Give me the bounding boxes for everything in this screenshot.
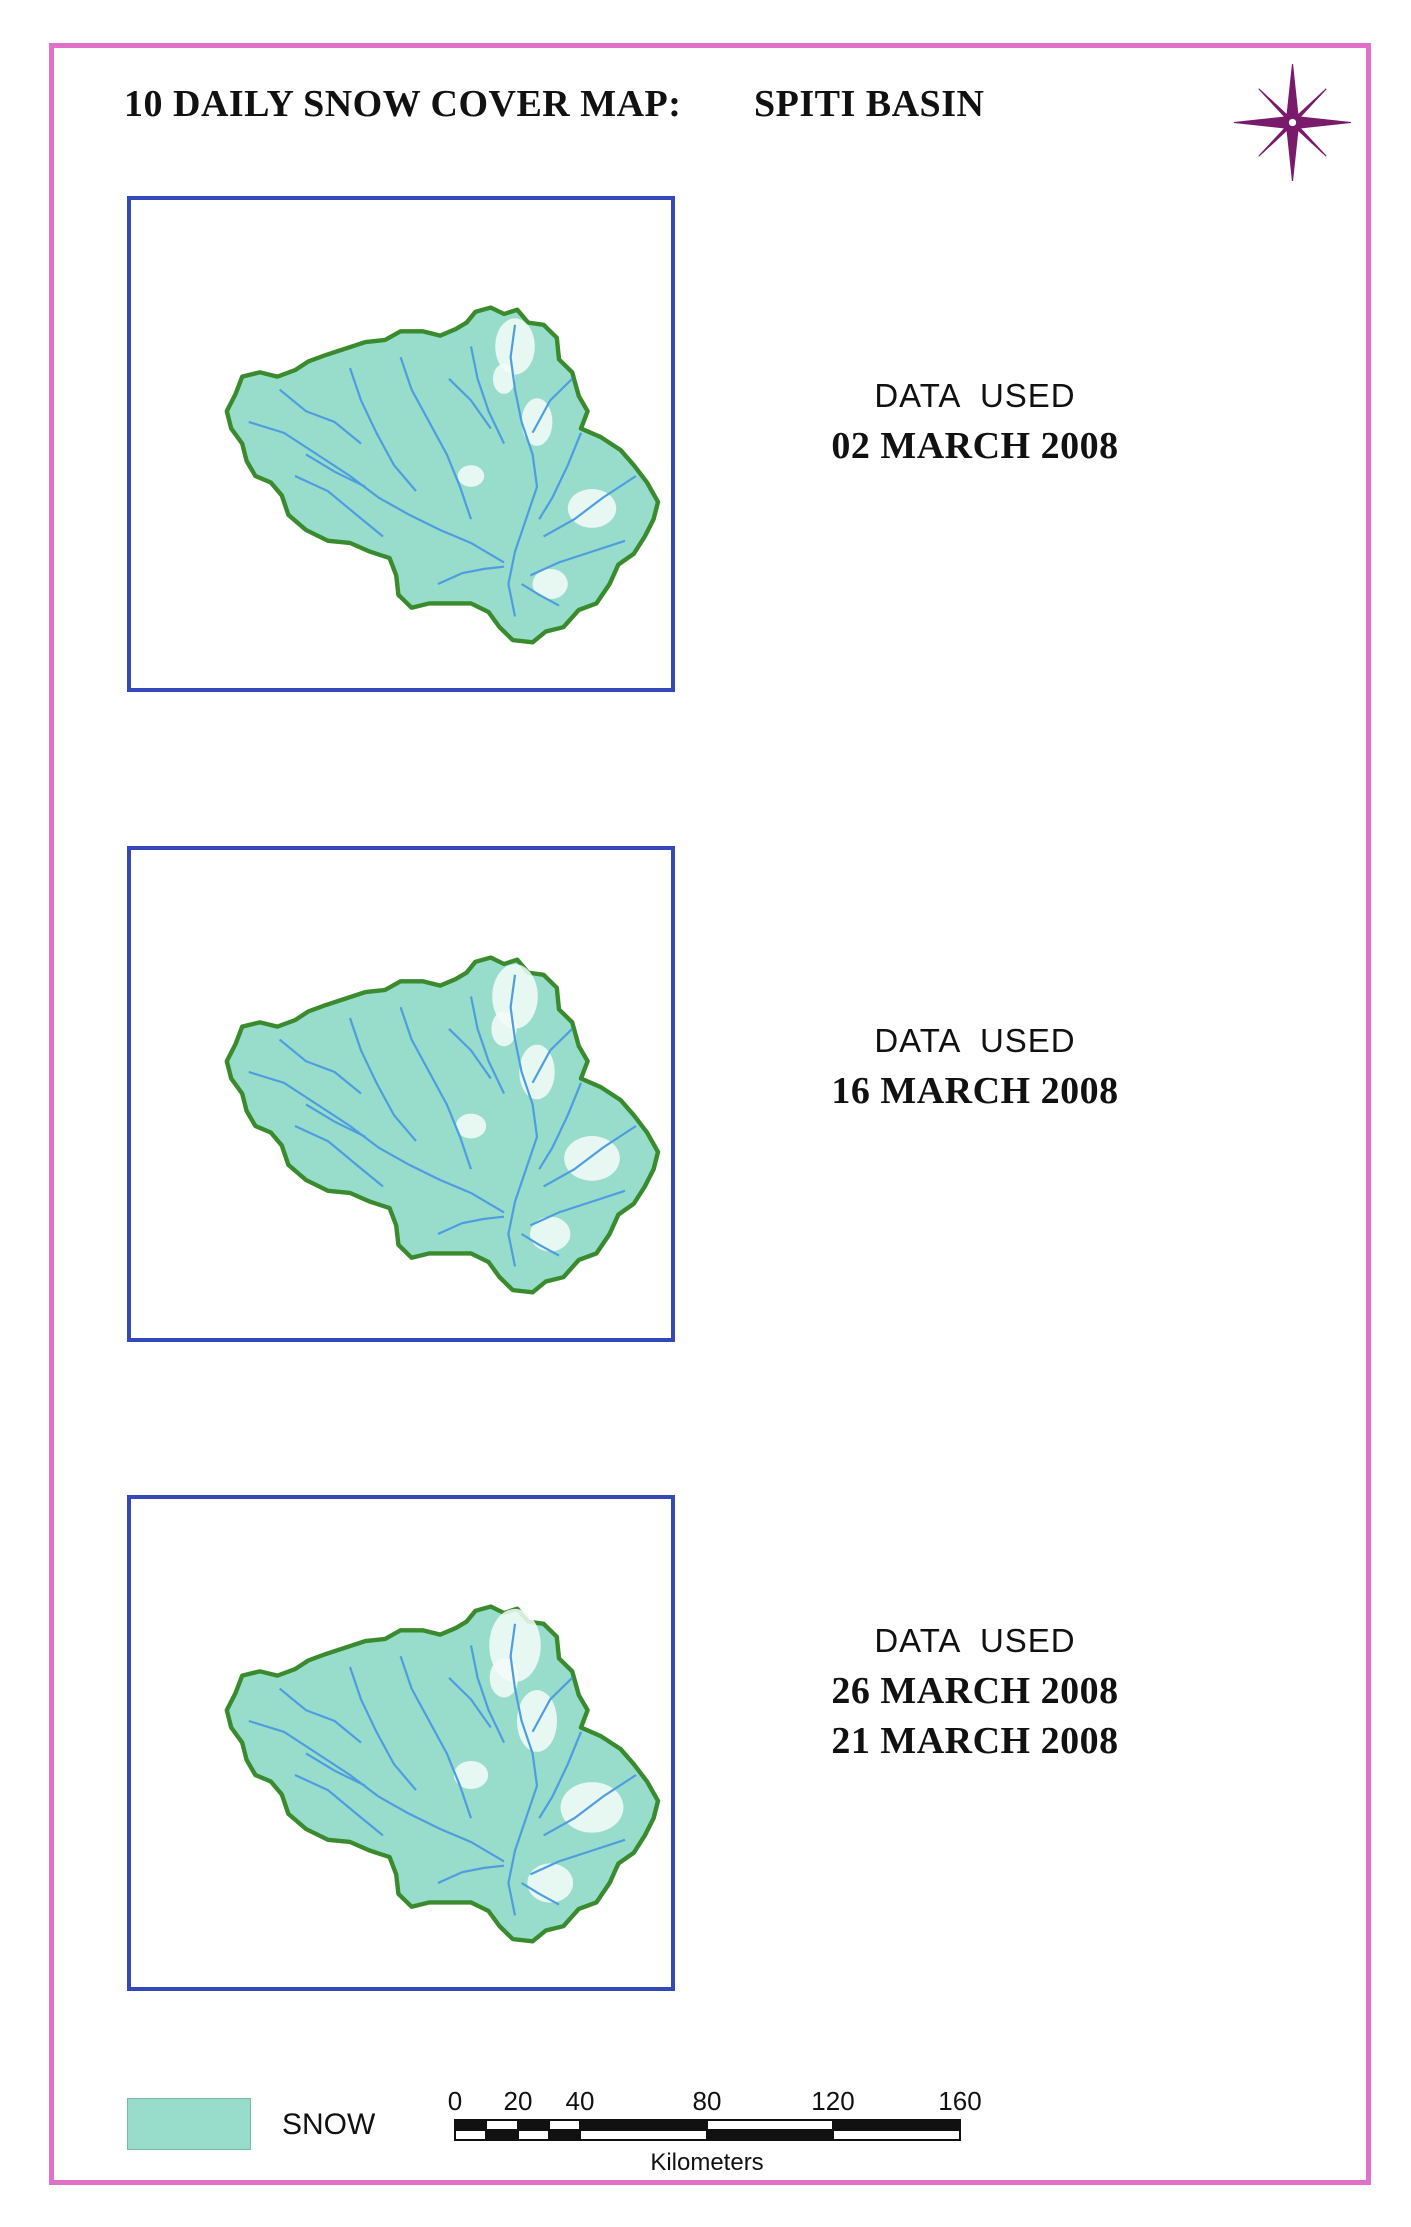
map-date: 21 MARCH 2008 [831,1720,1119,1762]
map-date: 16 MARCH 2008 [831,1070,1119,1112]
spiti-basin-map [224,955,661,1295]
river-line [437,565,505,585]
data-used-label: DATA USED [874,1022,1076,1059]
snow-free-area [564,1136,620,1181]
river-line [529,1189,626,1227]
river-line [538,1082,583,1170]
river-line [437,1215,505,1235]
title-main: 10 DAILY SNOW COVER MAP: [124,83,682,125]
spiti-basin-map [224,1604,661,1944]
spiti-basin-map [224,305,661,645]
scale-bar: 0 20 40 80 120 160 Kilometers [448,2086,982,2176]
river-line [529,1838,626,1876]
river-line [521,583,560,607]
river-line [448,378,492,430]
river-line [348,367,417,492]
river-line [437,1864,505,1884]
snow-free-area [491,1011,517,1047]
map-info-2: DATA USED 16 MARCH 2008 [740,1016,1210,1116]
river-line [294,475,384,538]
snow-free-area [453,1760,489,1790]
snow-free-area [495,318,535,375]
river-line [448,1677,492,1729]
river-line [507,324,539,617]
river-line [529,539,626,577]
river-line [248,1070,505,1214]
river-line [538,1731,583,1819]
river-line [469,996,505,1095]
snow-free-area [527,1863,574,1903]
snow-free-area [455,1113,487,1139]
river-line [469,1645,505,1744]
snow-legend-label: SNOW [282,2108,376,2141]
snow-free-area [529,1216,571,1252]
snow-map-panel-3 [127,1495,675,1991]
river-line [294,1125,384,1188]
river-line [507,974,539,1267]
basin-snow-area [224,955,661,1295]
data-used-label: DATA USED [874,1622,1076,1659]
page-title: 10 DAILY SNOW COVER MAP: SPITI BASIN [124,82,984,126]
river-line [538,432,583,520]
river-line [248,420,505,564]
map-date: 26 MARCH 2008 [831,1670,1119,1712]
river-line [507,1623,539,1916]
map-layout-frame [49,43,1371,2185]
snow-free-area [457,465,485,487]
river-line [399,1006,473,1170]
river-line [278,1038,362,1095]
snow-legend-swatch [127,2098,251,2150]
basin-snow-area [224,1604,661,1944]
river-line [399,1655,473,1819]
title-basin: SPITI BASIN [754,83,985,125]
scale-tick-label: 20 [504,2086,533,2116]
scale-tick-label: 160 [938,2086,981,2116]
river-line [469,346,505,445]
scale-unit-label: Kilometers [650,2149,763,2176]
river-line [448,1028,492,1080]
river-line [543,475,637,538]
data-used-label: DATA USED [874,377,1076,414]
river-line [531,378,573,434]
river-line [531,1677,573,1733]
scale-tick-label: 80 [693,2086,722,2116]
river-line [521,1882,560,1906]
river-line [278,1687,362,1744]
river-line [294,1774,384,1837]
snow-free-area [493,363,515,394]
river-line [248,1719,505,1863]
river-line [521,1233,560,1257]
river-line [278,388,362,445]
snow-free-area [567,488,617,528]
river-line [348,1666,417,1791]
river-line [543,1125,637,1188]
scale-tick-label: 0 [448,2086,462,2116]
map-date: 02 MARCH 2008 [831,425,1119,467]
river-line [399,356,473,520]
snow-map-panel-1 [127,196,675,692]
river-line [348,1017,417,1142]
river-line [305,1752,366,1787]
map-info-3: DATA USED 26 MARCH 2008 21 MARCH 2008 [740,1616,1210,1766]
river-line [305,453,366,488]
river-line [543,1774,637,1837]
basin-snow-area [224,305,661,645]
snow-map-panel-2 [127,846,675,1342]
map-info-1: DATA USED 02 MARCH 2008 [740,371,1210,471]
scale-tick-label: 40 [566,2086,595,2116]
river-line [305,1103,366,1138]
snow-free-area [532,568,568,600]
scale-tick-label: 120 [811,2086,854,2116]
compass-rose-icon [1233,63,1352,182]
river-line [531,1028,573,1084]
